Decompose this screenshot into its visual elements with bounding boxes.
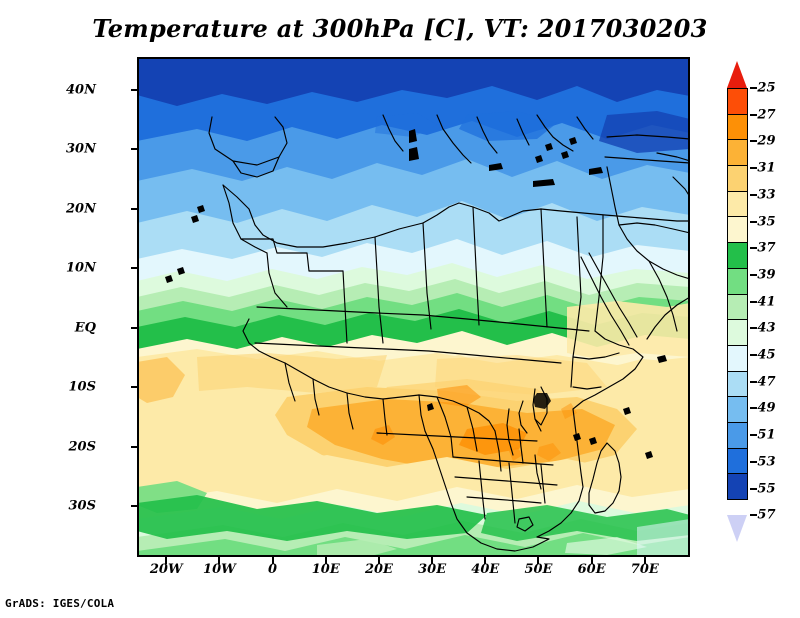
colorbar-label--29: -29 — [752, 133, 776, 149]
colorbar-tick — [750, 514, 757, 517]
colorbar-band--27 — [727, 113, 748, 141]
temperature-contour-svg — [137, 57, 690, 557]
y-axis-label-20n: 20N — [66, 201, 96, 217]
colorbar-bottom-arrow — [727, 515, 747, 542]
y-axis-label-eq: EQ — [74, 320, 96, 336]
colorbar-label--27: -27 — [752, 107, 776, 123]
colorbar-band--49 — [727, 396, 748, 423]
colorbar-label--39: -39 — [752, 267, 776, 283]
colorbar-top-arrow — [727, 61, 747, 88]
x-axis-label-0: 0 — [268, 562, 278, 577]
x-axis-label-70e: 70E — [630, 562, 659, 577]
colorbar-tick — [750, 167, 757, 170]
colorbar-tick — [750, 300, 757, 303]
x-axis-label-10w: 10W — [203, 562, 236, 577]
colorbar-band--45 — [727, 344, 748, 372]
x-axis-tick — [377, 557, 380, 564]
colorbar-band--51 — [727, 421, 748, 449]
colorbar-label--41: -41 — [752, 294, 776, 310]
x-axis-tick — [218, 557, 221, 564]
x-axis-label-50e: 50E — [524, 562, 553, 577]
colorbar-label--51: -51 — [752, 427, 776, 443]
colorbar-band--35 — [727, 216, 748, 244]
y-axis-tick — [131, 88, 138, 91]
x-axis-tick — [165, 557, 168, 564]
y-axis-label-10n: 10N — [66, 260, 96, 276]
colorbar-band--43 — [727, 319, 748, 346]
map-plot-area — [137, 57, 690, 557]
x-axis-tick — [431, 557, 434, 564]
colorbar-label--49: -49 — [752, 400, 776, 416]
colorbar-label--35: -35 — [752, 214, 776, 229]
colorbar-band--39 — [727, 267, 748, 295]
page-title: Temperature at 300hPa [C], VT: 201703020… — [92, 14, 708, 43]
colorbar-tick — [750, 220, 757, 223]
colorbar-tick — [750, 113, 757, 116]
y-axis-tick — [131, 386, 138, 389]
colorbar-tick — [750, 354, 757, 356]
x-axis-label-30e: 30E — [418, 562, 447, 577]
colorbar-tick — [750, 434, 757, 437]
colorbar-tick — [750, 460, 757, 463]
y-axis-label-30n: 30N — [66, 141, 96, 157]
colorbar-band--29 — [727, 139, 748, 167]
x-axis-tick — [484, 557, 487, 564]
colorbar-tick — [750, 273, 757, 276]
y-axis-tick — [131, 326, 138, 329]
colorbar-band--25 — [727, 88, 748, 115]
colorbar-label--43: -43 — [752, 320, 776, 336]
x-axis-tick — [324, 557, 327, 564]
colorbar-tick — [750, 87, 757, 89]
attribution-footer: GrADS: IGES/COLA — [5, 597, 115, 610]
x-axis-label-40e: 40E — [471, 562, 500, 577]
y-axis-label-20s: 20S — [68, 439, 96, 455]
colorbar-tick — [750, 407, 757, 410]
colorbar-tick — [750, 193, 757, 196]
colorbar-tick — [750, 140, 757, 143]
y-axis-label-30s: 30S — [68, 498, 96, 514]
colorbar-label--47: -47 — [752, 374, 776, 390]
y-axis-tick — [131, 505, 138, 508]
y-axis-tick — [131, 267, 138, 270]
colorbar-label--55: -55 — [752, 481, 776, 496]
y-axis-label-40n: 40N — [66, 82, 96, 98]
colorbar-band--55 — [727, 473, 748, 500]
x-axis-tick — [537, 557, 540, 564]
temperature-field — [137, 57, 690, 557]
x-axis-label-20e: 20E — [364, 562, 393, 577]
colorbar-label--37: -37 — [752, 240, 776, 256]
colorbar-label--31: -31 — [752, 160, 776, 176]
x-axis-label-60e: 60E — [577, 562, 606, 577]
y-axis-tick — [131, 148, 138, 151]
colorbar-band--41 — [727, 293, 748, 321]
colorbar-tick — [750, 380, 757, 383]
x-axis-tick — [590, 557, 593, 564]
colorbar[interactable] — [727, 88, 748, 500]
colorbar-tick — [750, 487, 757, 490]
x-axis-tick — [271, 557, 274, 564]
colorbar-band--31 — [727, 165, 748, 192]
colorbar-band--53 — [727, 447, 748, 475]
colorbar-band--33 — [727, 190, 748, 218]
colorbar-label--33: -33 — [752, 187, 776, 203]
colorbar-band--37 — [727, 242, 748, 269]
y-axis-tick — [131, 445, 138, 448]
colorbar-label--53: -53 — [752, 454, 776, 470]
x-axis-tick — [643, 557, 646, 564]
colorbar-label--45: -45 — [752, 347, 776, 363]
y-axis-tick — [131, 207, 138, 210]
colorbar-label--57: -57 — [752, 507, 776, 523]
colorbar-label--25: -25 — [752, 80, 776, 96]
colorbar-tick — [750, 247, 757, 250]
colorbar-tick — [750, 327, 757, 330]
y-axis-label-10s: 10S — [68, 379, 96, 395]
colorbar-band--47 — [727, 370, 748, 398]
x-axis-label-20w: 20W — [149, 562, 183, 577]
x-axis-label-10e: 10E — [311, 562, 340, 577]
